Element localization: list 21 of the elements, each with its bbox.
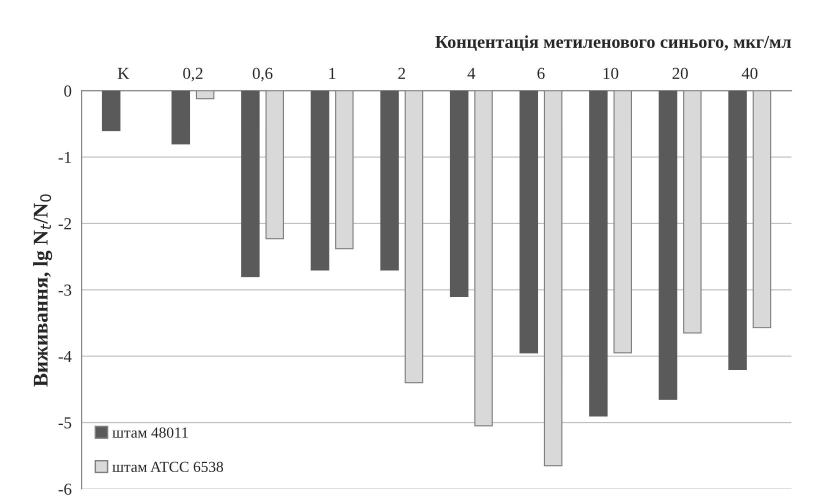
x-tick-label: 20 [672,68,688,79]
x-tick-label: 1 [329,68,336,79]
legend-label: штам 48011 [112,427,188,438]
y-tick-label: -4 [58,350,72,362]
x-tick-label: K [118,68,130,79]
x-tick-label: 0,2 [183,68,202,82]
x-tick-label: 0,6 [252,68,272,82]
x-tick-label: 10 [604,68,618,79]
y-tick-label: -6 [58,484,72,495]
x-tick-label: 4 [468,68,476,79]
y-axis-title: Виживання, lg N$_{t}$/N$_{0}$ [33,194,52,387]
x-tick-label: 40 [742,68,758,79]
y-tick-label: -1 [58,152,71,163]
y-tick-label: 0 [64,85,72,97]
y-tick-label: -2 [58,218,71,230]
legend-label: штам ATCC 6538 [112,462,224,472]
x-axis-title: Концентація метиленового синього, мкг/мл [435,35,792,51]
x-tick-label: 6 [538,68,545,79]
y-tick-label: -5 [58,417,72,428]
x-tick-label: 2 [398,68,406,79]
y-tick-label: -3 [58,284,72,296]
